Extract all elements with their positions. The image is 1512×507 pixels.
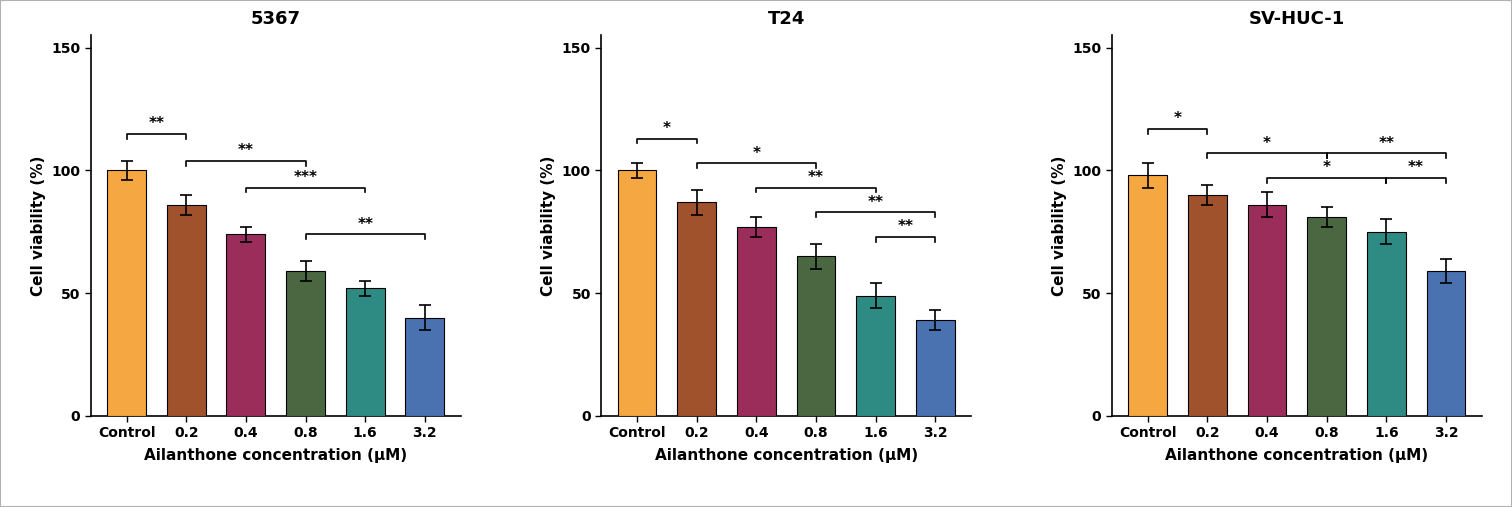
Bar (677, 202, 717, 416)
Title: 5367: 5367 (251, 10, 301, 28)
Text: *: * (1263, 136, 1272, 151)
Bar (1188, 195, 1226, 416)
Y-axis label: Cell viability (%): Cell viability (%) (541, 156, 556, 296)
Text: **: ** (237, 143, 254, 158)
Y-axis label: Cell viability (%): Cell viability (%) (1052, 156, 1066, 296)
Text: *: * (1323, 160, 1331, 175)
Bar (797, 256, 836, 416)
Bar (856, 296, 895, 416)
Bar (166, 205, 206, 416)
Text: **: ** (148, 116, 165, 131)
Bar (916, 320, 954, 416)
Text: *: * (662, 121, 671, 136)
Title: SV-HUC-1: SV-HUC-1 (1249, 10, 1344, 28)
Bar (227, 234, 265, 416)
Text: **: ** (807, 170, 824, 185)
Bar (405, 317, 445, 416)
Text: **: ** (868, 195, 883, 210)
Bar (346, 288, 384, 416)
Text: *: * (753, 146, 761, 161)
X-axis label: Ailanthone concentration (μM): Ailanthone concentration (μM) (655, 449, 918, 463)
Y-axis label: Cell viability (%): Cell viability (%) (30, 156, 45, 296)
X-axis label: Ailanthone concentration (μM): Ailanthone concentration (μM) (1166, 449, 1429, 463)
Bar (1367, 232, 1406, 416)
Bar (1308, 217, 1346, 416)
Text: ***: *** (293, 170, 318, 185)
Text: *: * (1173, 111, 1181, 126)
Bar (286, 271, 325, 416)
Text: **: ** (357, 217, 373, 232)
Bar (736, 227, 776, 416)
Text: **: ** (1379, 136, 1394, 151)
Bar (107, 170, 147, 416)
X-axis label: Ailanthone concentration (μM): Ailanthone concentration (μM) (144, 449, 407, 463)
Bar (1247, 205, 1287, 416)
Bar (1426, 271, 1465, 416)
Text: **: ** (898, 219, 913, 234)
Text: **: ** (1408, 160, 1424, 175)
Title: T24: T24 (768, 10, 804, 28)
Bar (1128, 175, 1167, 416)
Bar (618, 170, 656, 416)
